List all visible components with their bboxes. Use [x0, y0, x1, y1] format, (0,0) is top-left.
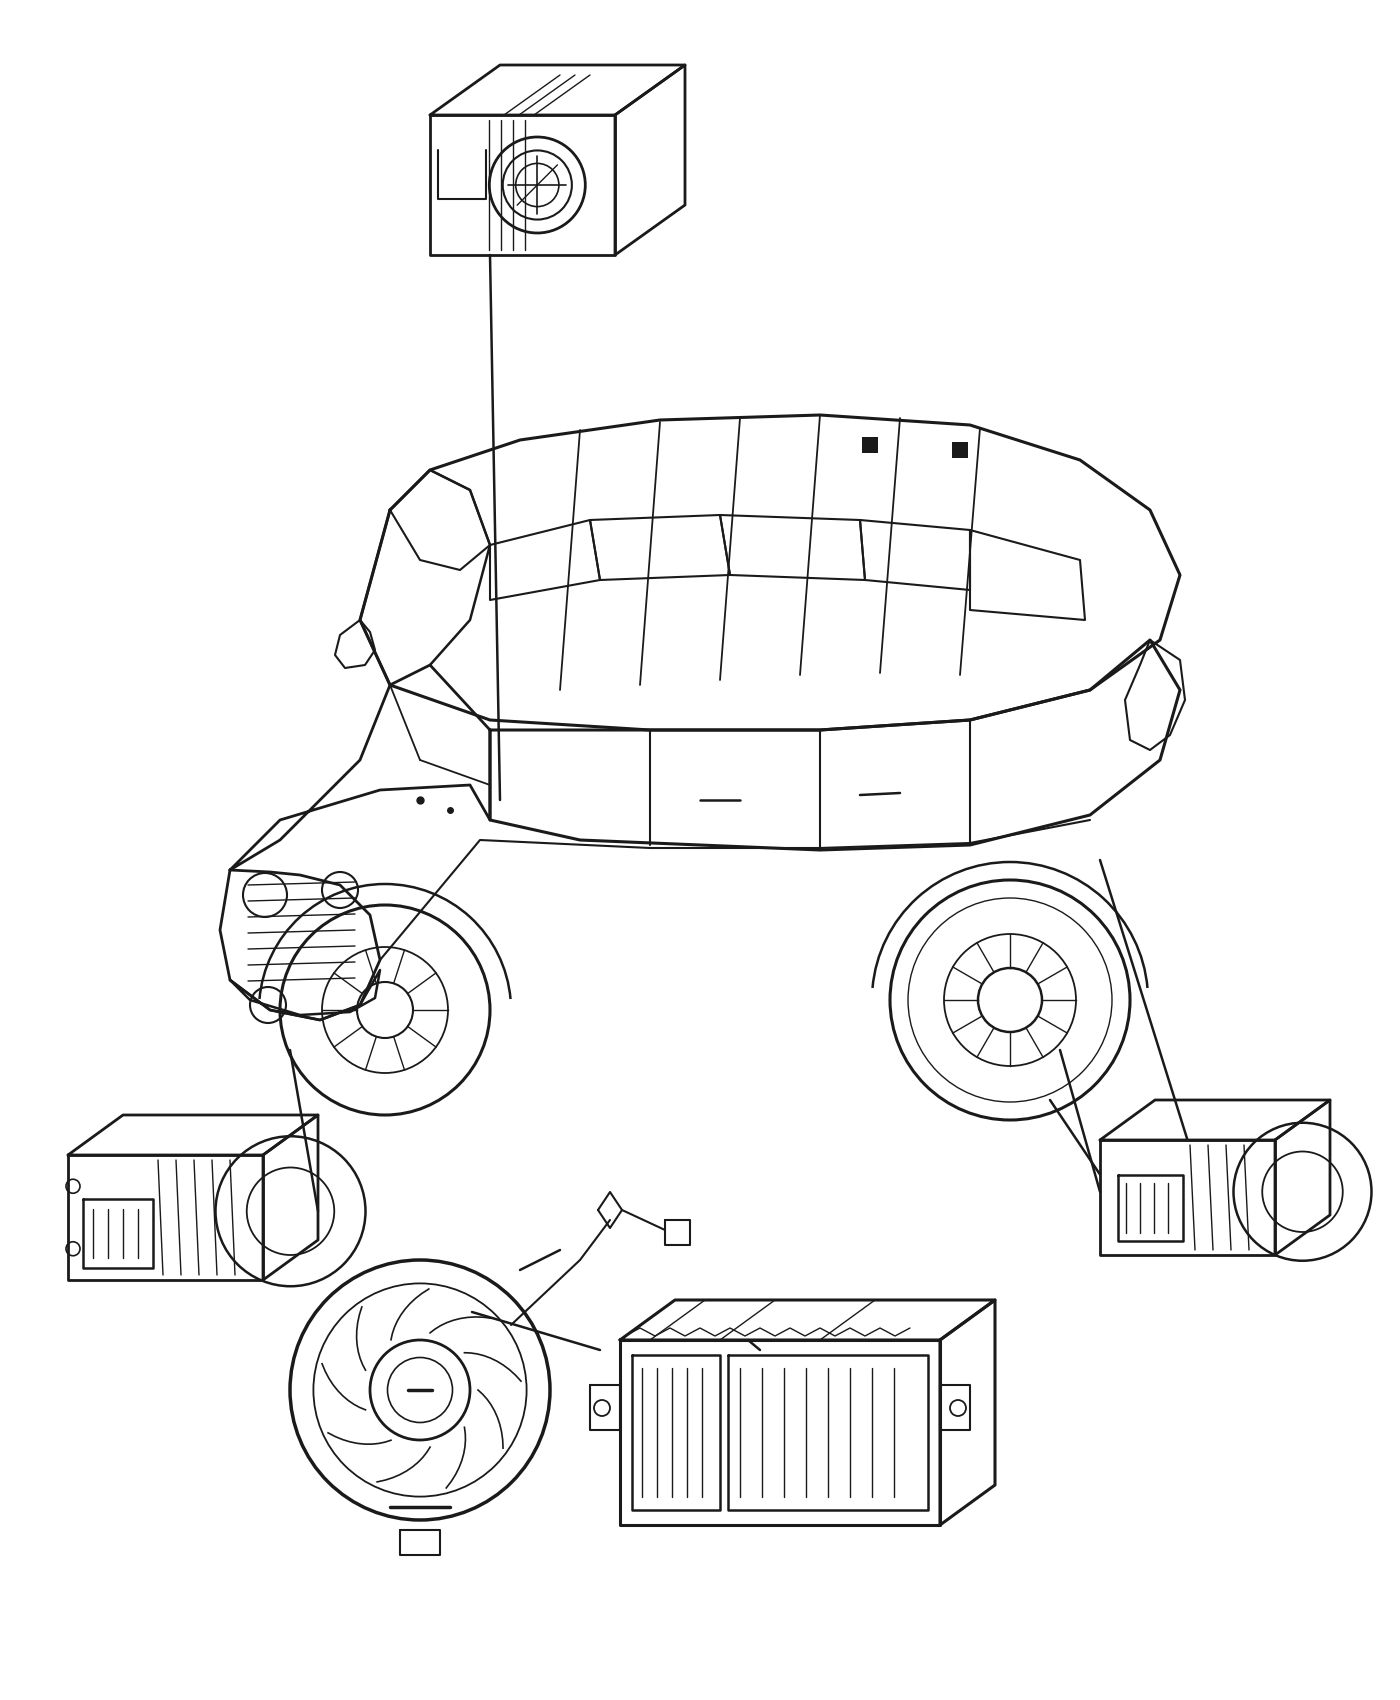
Bar: [952, 442, 967, 457]
Bar: [862, 437, 878, 452]
